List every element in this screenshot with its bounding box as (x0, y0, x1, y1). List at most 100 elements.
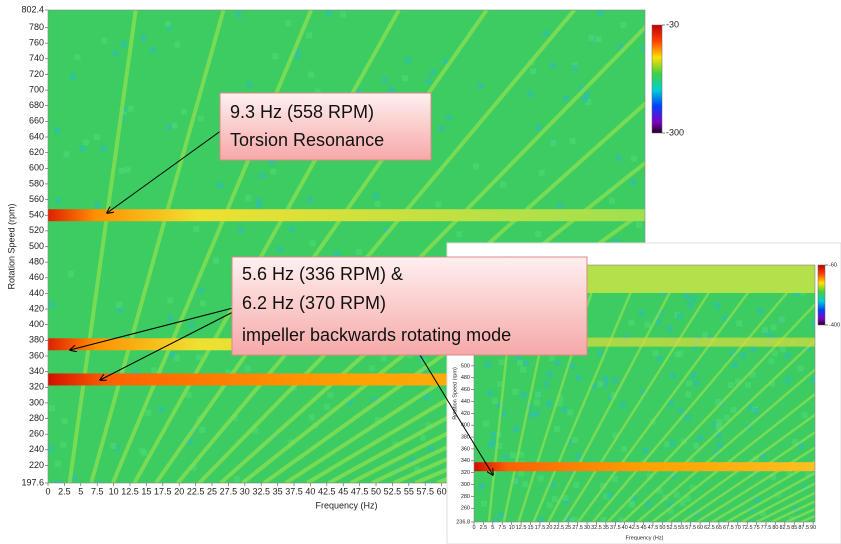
heatmap-texture (235, 11, 242, 18)
heatmap-texture (401, 75, 408, 82)
heatmap-texture (167, 297, 174, 304)
y-tick-label: 440 (461, 399, 470, 405)
heatmap-texture (535, 124, 542, 131)
heatmap-texture (732, 361, 739, 368)
heatmap-texture (512, 388, 519, 395)
y-tick-label: 620 (29, 147, 44, 157)
heatmap-texture (48, 405, 55, 412)
heatmap-texture (527, 90, 534, 97)
y-tick-label: 280 (29, 413, 44, 423)
x-tick-label: 22.5 (187, 486, 205, 496)
heatmap-texture (428, 446, 435, 453)
heatmap-texture (693, 380, 700, 387)
heatmap-texture (490, 432, 497, 439)
y-tick-label: 380 (461, 434, 470, 440)
y-tick-label: 220 (29, 460, 44, 470)
heatmap-texture (747, 403, 754, 410)
heatmap-texture (173, 354, 180, 361)
y-tick-label: 480 (29, 257, 44, 267)
x-tick-label: 42.5 (318, 486, 336, 496)
heatmap-texture (514, 355, 521, 362)
heatmap-texture (166, 124, 173, 131)
heatmap-texture (575, 374, 582, 381)
annotation-text: Torsion Resonance (230, 130, 384, 150)
heatmap-texture (285, 20, 292, 27)
heatmap-texture (615, 155, 622, 162)
heatmap-texture (610, 392, 617, 399)
heatmap-texture (498, 512, 505, 519)
heatmap-texture (484, 361, 491, 368)
heatmap-texture (810, 377, 815, 384)
heatmap-texture (567, 409, 574, 416)
heatmap-texture (729, 350, 736, 357)
y-axis-title: Rotation Speed (rpm) (6, 203, 16, 289)
heatmap-texture (747, 520, 754, 522)
x-tick-label: 75 (754, 525, 760, 531)
heatmap-texture (169, 351, 176, 358)
heatmap-texture (692, 442, 699, 449)
annotation-arrow (70, 307, 234, 350)
y-tick-label: 802.4 (21, 4, 44, 14)
order-line (532, 265, 644, 522)
heatmap-texture (612, 432, 619, 439)
heatmap-texture (503, 454, 510, 461)
heatmap-texture (562, 494, 569, 501)
heatmap-texture (530, 68, 537, 75)
order-line (696, 446, 815, 522)
y-tick-label: 420 (29, 303, 44, 313)
x-tick-label: 40 (622, 525, 628, 531)
heatmap-texture (723, 414, 730, 421)
heatmap-texture (272, 53, 279, 60)
heatmap-texture (578, 85, 585, 92)
heatmap-texture (561, 406, 568, 413)
x-tick-label: 12.5 (516, 525, 527, 531)
heatmap-texture (551, 495, 558, 502)
heatmap-texture (217, 182, 224, 189)
x-tick-label: 20 (174, 486, 184, 496)
x-tick-label: 40 (305, 486, 315, 496)
x-tick-label: 5 (491, 525, 494, 531)
heatmap-texture (674, 351, 681, 358)
heatmap-texture (794, 290, 801, 297)
heatmap-texture (770, 473, 777, 480)
heatmap-texture (381, 76, 388, 83)
x-tick-label: 90 (810, 525, 816, 531)
heatmap-texture (555, 359, 562, 366)
heatmap-texture (557, 202, 564, 209)
heatmap-texture (480, 500, 487, 507)
heatmap-texture (213, 257, 220, 264)
order-line (547, 265, 686, 522)
heatmap-texture (510, 452, 517, 459)
heatmap-texture (500, 181, 507, 188)
heatmap-texture (54, 479, 61, 483)
x-tick-label: 65 (716, 525, 722, 531)
annotation: 9.3 Hz (558 RPM) Torsion Resonance (107, 92, 432, 213)
heatmap-texture (543, 380, 550, 387)
heatmap-texture (167, 315, 174, 322)
heatmap-texture (620, 401, 627, 408)
heatmap-texture (735, 378, 742, 385)
heatmap-texture (158, 406, 165, 413)
x-tick-label: 60 (697, 525, 703, 531)
x-tick-label: 87.5 (798, 525, 809, 531)
heatmap-texture (656, 355, 663, 362)
order-line (67, 10, 138, 483)
order-line (651, 392, 815, 522)
heatmap-texture (702, 332, 709, 339)
x-tick-label: 55 (678, 525, 684, 531)
y-tick-label: 260 (29, 429, 44, 439)
heatmap-texture (546, 370, 553, 377)
y-tick-label: 600 (29, 163, 44, 173)
y-tick-label: 420 (461, 411, 470, 417)
heatmap-texture (70, 74, 77, 81)
heatmap-texture (690, 295, 697, 302)
order-line (89, 10, 226, 483)
heatmap-texture (145, 409, 152, 416)
heatmap-texture (533, 399, 540, 406)
colorbar (651, 24, 663, 134)
heatmap-texture (94, 202, 101, 209)
heatmap-texture (185, 392, 192, 399)
resonance-band (48, 209, 645, 222)
heatmap-texture (684, 495, 691, 502)
heatmap-texture (569, 137, 576, 144)
